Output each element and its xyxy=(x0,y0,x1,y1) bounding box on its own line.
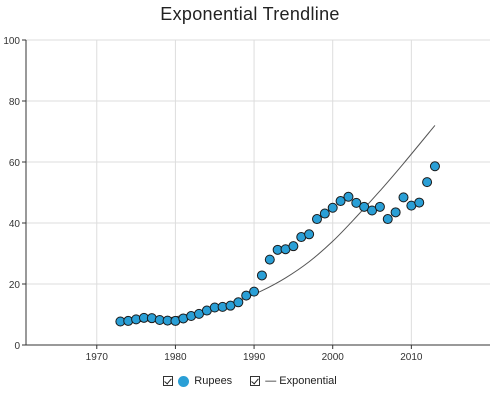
data-point[interactable] xyxy=(351,197,362,208)
x-tick-label: 1990 xyxy=(243,352,266,363)
grid-lines xyxy=(26,39,490,345)
x-tick-label: 1970 xyxy=(86,352,109,363)
legend-item-exponential[interactable]: — Exponential xyxy=(250,375,337,387)
y-tick-label: 100 xyxy=(3,36,20,47)
data-point[interactable] xyxy=(335,196,346,207)
chart-title: Exponential Trendline xyxy=(160,4,340,24)
data-point[interactable] xyxy=(233,297,244,308)
y-tick-label: 0 xyxy=(14,341,20,352)
legend-label-rupees: Rupees xyxy=(194,375,233,387)
chart-plot: 0 20 40 60 80 100 1970 1980 1990 2000 2010 xyxy=(3,36,490,363)
data-point[interactable] xyxy=(382,214,393,225)
trendline xyxy=(120,125,436,324)
x-tick-label: 1980 xyxy=(164,352,187,363)
data-point[interactable] xyxy=(319,208,330,219)
x-tick-label: 2000 xyxy=(322,352,345,363)
data-point[interactable] xyxy=(429,161,440,172)
data-point[interactable] xyxy=(256,270,267,281)
data-point[interactable] xyxy=(288,241,299,252)
x-tick-label: 2010 xyxy=(400,352,423,363)
y-tick-label: 60 xyxy=(9,158,21,169)
data-point[interactable] xyxy=(304,229,315,240)
circle-marker-icon xyxy=(178,375,190,387)
checkbox-icon[interactable] xyxy=(163,376,174,386)
legend: Rupees — Exponential xyxy=(0,375,500,387)
data-point[interactable] xyxy=(374,201,385,212)
data-point[interactable] xyxy=(422,177,433,188)
legend-label-exponential: — Exponential xyxy=(265,375,337,387)
legend-item-rupees[interactable]: Rupees xyxy=(163,375,232,387)
y-tick-label: 80 xyxy=(9,97,21,108)
data-point[interactable] xyxy=(264,254,275,265)
data-point[interactable] xyxy=(414,197,425,208)
data-point[interactable] xyxy=(327,202,338,213)
checkbox-icon[interactable] xyxy=(250,376,261,386)
data-point[interactable] xyxy=(390,207,401,218)
data-point[interactable] xyxy=(311,214,322,225)
data-points xyxy=(115,161,440,327)
data-point[interactable] xyxy=(343,191,354,202)
exponential-trendline xyxy=(120,125,436,324)
data-point[interactable] xyxy=(398,192,409,203)
y-tick-label: 20 xyxy=(9,280,21,291)
axes: 0 20 40 60 80 100 1970 1980 1990 2000 2010 xyxy=(3,36,490,363)
data-point[interactable] xyxy=(249,286,260,297)
data-point[interactable] xyxy=(241,290,252,301)
y-tick-label: 40 xyxy=(9,219,21,230)
